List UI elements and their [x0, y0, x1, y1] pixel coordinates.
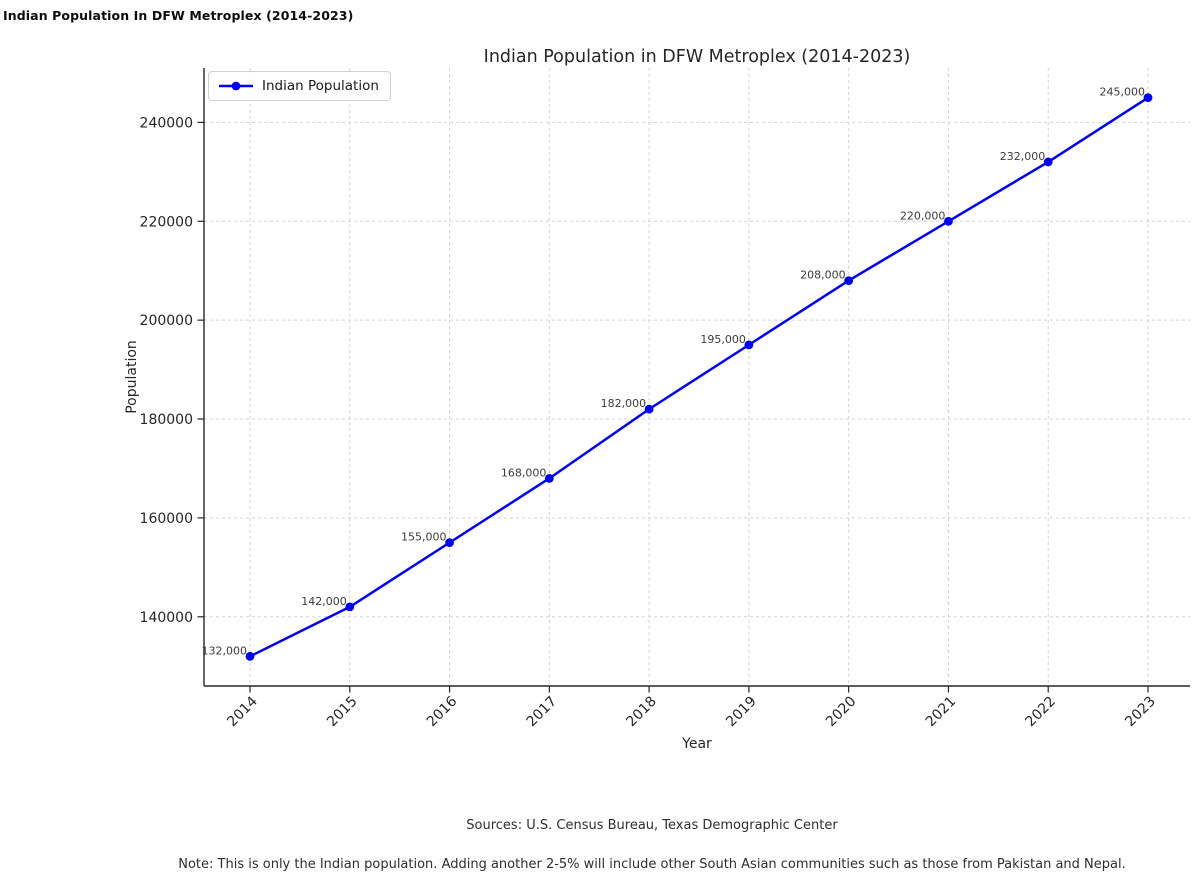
legend-line-sample: [219, 81, 253, 91]
x-tick-label: 2021: [923, 694, 960, 731]
data-point: [944, 216, 953, 226]
sources-text: Sources: U.S. Census Bureau, Texas Demog…: [466, 818, 838, 833]
note-text: Note: This is only the Indian population…: [178, 857, 1126, 872]
data-point-label: 132,000: [202, 644, 248, 657]
x-tick-label: 2014: [224, 693, 261, 730]
data-point-label: 182,000: [601, 397, 647, 410]
data-point-label: 195,000: [700, 333, 746, 346]
data-point: [644, 404, 654, 414]
x-tick-label: 2020: [823, 694, 860, 731]
series-line: [248, 96, 1150, 658]
y-tick-label: 140000: [140, 610, 193, 626]
y-tick-label: 160000: [140, 511, 193, 527]
data-point-label: 155,000: [401, 531, 447, 544]
x-axis-label: Year: [681, 736, 712, 752]
y-tick-label: 220000: [140, 214, 193, 230]
x-tick-label: 2017: [524, 694, 561, 731]
chart-title: Indian Population in DFW Metroplex (2014…: [484, 47, 911, 67]
data-point-label: 232,000: [1000, 150, 1046, 163]
data-point: [744, 340, 754, 350]
chart-canvas: 140000 160000 180000 200000 220000 240000 2014…: [124, 47, 1190, 752]
data-point-label: 168,000: [501, 466, 547, 479]
x-tick-label: 2022: [1023, 694, 1060, 731]
data-point: [445, 538, 454, 548]
data-point-label: 142,000: [301, 595, 347, 608]
legend-marker-icon: [231, 81, 241, 91]
data-point: [245, 651, 255, 661]
y-axis-label: Population: [124, 340, 140, 414]
y-tick-label: 200000: [140, 313, 193, 329]
data-point: [345, 602, 355, 612]
data-point: [1143, 93, 1153, 103]
legend: Indian Population: [208, 71, 391, 101]
data-point-label: 220,000: [900, 209, 946, 222]
data-point: [844, 276, 854, 285]
x-tick-label: 2023: [1122, 694, 1159, 731]
data-point-label: 245,000: [1100, 86, 1146, 99]
data-point: [544, 473, 554, 483]
window-title: Indian Population In DFW Metroplex (2014…: [3, 8, 354, 23]
x-tick-label: 2019: [723, 694, 760, 731]
legend-label: Indian Population: [262, 78, 379, 94]
x-tick-label: 2015: [324, 694, 361, 731]
y-tick-label: 240000: [140, 115, 193, 131]
data-point: [1043, 157, 1053, 167]
data-point-label: 208,000: [800, 269, 846, 282]
x-tick-label: 2018: [623, 694, 660, 731]
y-tick-label: 180000: [140, 412, 193, 428]
x-tick-label: 2016: [424, 693, 461, 730]
